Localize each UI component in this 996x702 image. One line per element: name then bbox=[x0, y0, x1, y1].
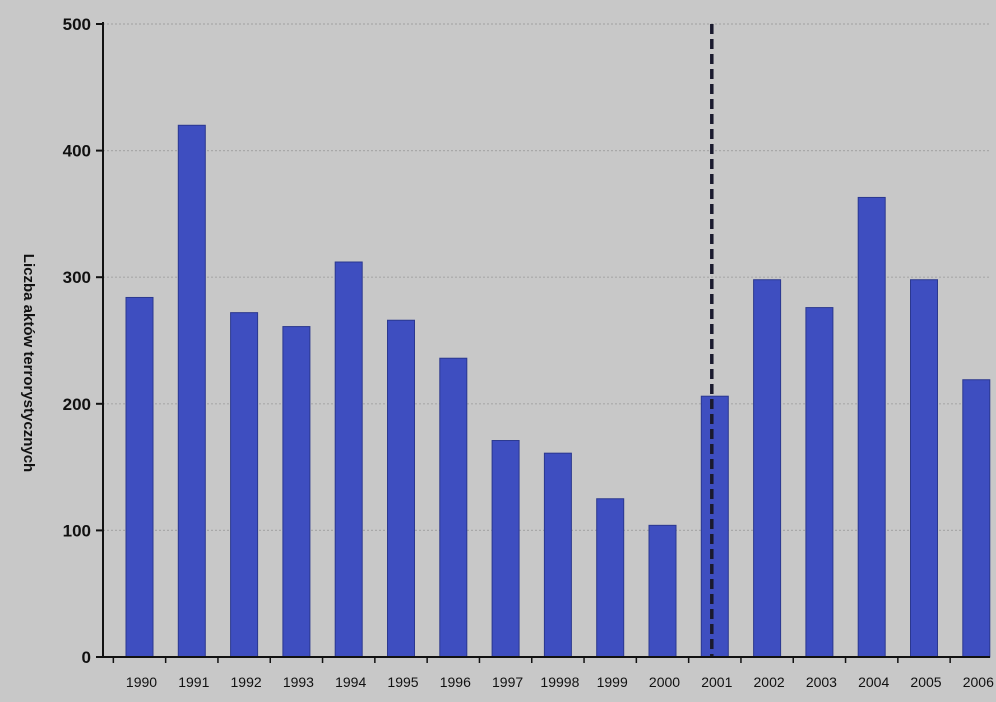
x-tick-label-2004: 2004 bbox=[858, 674, 889, 690]
y-axis-label: Liczba aktów terrorystycznych bbox=[20, 254, 37, 472]
bar-2001 bbox=[700, 395, 729, 658]
bar-2005 bbox=[910, 279, 938, 658]
y-tick-label: 0 bbox=[82, 648, 91, 667]
axes bbox=[96, 22, 990, 663]
y-tick-label: 200 bbox=[63, 395, 91, 414]
bar-2006 bbox=[962, 379, 991, 658]
y-tick-labels: 0 100 200 300 400 500 bbox=[63, 15, 91, 667]
y-tick-label: 300 bbox=[63, 268, 91, 287]
bar-1990 bbox=[125, 296, 154, 658]
bar-1995 bbox=[387, 319, 415, 658]
x-tick-label-1991: 1991 bbox=[178, 674, 209, 690]
x-tick-label-2005: 2005 bbox=[910, 674, 941, 690]
x-tick-label-1999: 1999 bbox=[597, 674, 628, 690]
y-tick-label: 400 bbox=[63, 142, 91, 161]
bar-1992 bbox=[230, 312, 259, 658]
x-tick-label-1990: 1990 bbox=[126, 674, 157, 690]
y-tick-label: 500 bbox=[63, 15, 91, 34]
x-tick-label-2000: 2000 bbox=[649, 674, 680, 690]
x-tick-label-2003: 2003 bbox=[806, 674, 837, 690]
bar-2000 bbox=[648, 524, 677, 658]
bar-1997 bbox=[491, 440, 520, 658]
bar-2003 bbox=[805, 307, 834, 658]
y-tick-label: 100 bbox=[63, 521, 91, 540]
bar-1999 bbox=[596, 498, 625, 658]
x-tick-label-1995: 1995 bbox=[387, 674, 418, 690]
bar-1996 bbox=[439, 357, 468, 658]
bar-1994 bbox=[334, 261, 363, 658]
bar-1993 bbox=[282, 326, 311, 658]
bar-19998 bbox=[543, 452, 572, 658]
bars bbox=[125, 124, 991, 658]
x-tick-labels: 1990 1991 1992 1993 1994 1995 1996 1997 19998 199… bbox=[126, 674, 994, 690]
x-tick-label-2002: 2002 bbox=[754, 674, 785, 690]
x-tick-label-1996: 1996 bbox=[440, 674, 471, 690]
bar-2004 bbox=[857, 196, 886, 658]
x-tick-label-1992: 1992 bbox=[231, 674, 262, 690]
bar-2002 bbox=[753, 279, 782, 658]
bar-1991 bbox=[177, 124, 206, 658]
x-tick-label-1997: 1997 bbox=[492, 674, 523, 690]
x-tick-label-1994: 1994 bbox=[335, 674, 366, 690]
x-tick-label-19998: 19998 bbox=[540, 674, 579, 690]
x-tick-label-2001: 2001 bbox=[701, 674, 732, 690]
x-tick-label-1993: 1993 bbox=[283, 674, 314, 690]
x-tick-label-2006: 2006 bbox=[963, 674, 994, 690]
